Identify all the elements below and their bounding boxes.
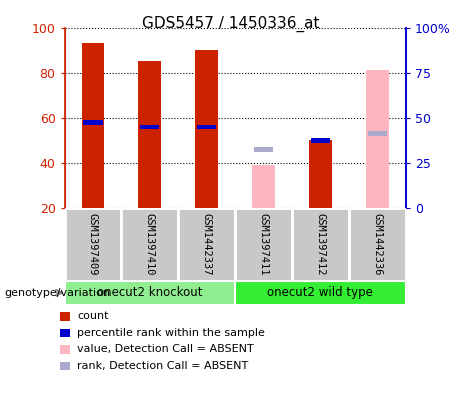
Bar: [60, 329, 70, 337]
Text: GSM1442337: GSM1442337: [201, 213, 212, 276]
Bar: [140, 125, 160, 129]
Bar: [366, 70, 389, 208]
Text: genotype/variation: genotype/variation: [5, 288, 111, 298]
Bar: [83, 120, 103, 125]
Bar: [82, 43, 104, 208]
Bar: [138, 61, 161, 208]
Bar: [197, 125, 216, 129]
Bar: [60, 312, 70, 321]
Bar: [309, 140, 332, 208]
Text: GSM1397411: GSM1397411: [259, 213, 269, 276]
Bar: [235, 208, 292, 281]
Bar: [60, 345, 70, 354]
Text: GSM1397409: GSM1397409: [88, 213, 98, 276]
Text: GSM1442336: GSM1442336: [372, 213, 382, 276]
Bar: [235, 281, 406, 305]
Text: GSM1397410: GSM1397410: [145, 213, 155, 276]
Text: count: count: [77, 311, 108, 321]
Text: GSM1397412: GSM1397412: [315, 213, 325, 276]
Text: GDS5457 / 1450336_at: GDS5457 / 1450336_at: [142, 16, 319, 32]
Bar: [252, 165, 275, 208]
Text: value, Detection Call = ABSENT: value, Detection Call = ABSENT: [77, 344, 254, 354]
Text: rank, Detection Call = ABSENT: rank, Detection Call = ABSENT: [77, 361, 248, 371]
Text: onecut2 wild type: onecut2 wild type: [267, 286, 373, 299]
Bar: [65, 208, 121, 281]
Bar: [292, 208, 349, 281]
Bar: [254, 147, 273, 152]
Bar: [367, 131, 387, 136]
Bar: [178, 208, 235, 281]
Bar: [121, 208, 178, 281]
Bar: [311, 138, 330, 143]
Bar: [195, 50, 218, 208]
Bar: [60, 362, 70, 370]
Bar: [349, 208, 406, 281]
Bar: [65, 281, 235, 305]
Text: percentile rank within the sample: percentile rank within the sample: [77, 328, 265, 338]
Text: onecut2 knockout: onecut2 knockout: [97, 286, 202, 299]
